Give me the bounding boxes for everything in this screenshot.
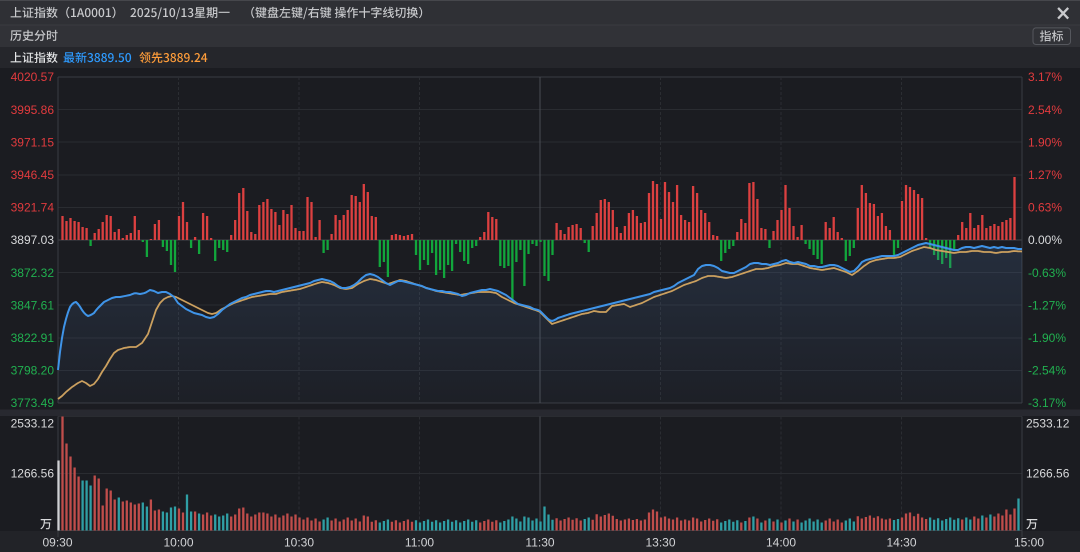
svg-text:-1.90%: -1.90% [1028, 331, 1066, 345]
svg-text:11:00: 11:00 [405, 536, 434, 550]
svg-text:3773.49: 3773.49 [11, 396, 55, 410]
svg-text:1.27%: 1.27% [1028, 168, 1062, 182]
svg-text:2533.12: 2533.12 [1026, 417, 1070, 431]
svg-text:09:30: 09:30 [42, 536, 72, 550]
svg-text:1266.56: 1266.56 [1026, 467, 1070, 481]
svg-text:14:30: 14:30 [886, 536, 916, 550]
svg-text:2.54%: 2.54% [1028, 103, 1062, 117]
svg-text:3798.20: 3798.20 [11, 364, 55, 378]
svg-text:3946.45: 3946.45 [11, 168, 55, 182]
svg-text:15:00: 15:00 [1014, 536, 1044, 550]
svg-text:3822.91: 3822.91 [11, 331, 55, 345]
svg-text:0.00%: 0.00% [1028, 233, 1062, 247]
svg-text:1.90%: 1.90% [1028, 135, 1062, 149]
svg-text:3971.15: 3971.15 [11, 135, 55, 149]
svg-text:0.63%: 0.63% [1028, 201, 1062, 215]
svg-text:11:30: 11:30 [525, 536, 554, 550]
svg-text:3872.32: 3872.32 [11, 266, 55, 280]
svg-text:2533.12: 2533.12 [11, 417, 55, 431]
svg-text:-2.54%: -2.54% [1028, 364, 1066, 378]
svg-text:10:00: 10:00 [163, 536, 193, 550]
svg-text:3921.74: 3921.74 [11, 201, 55, 215]
svg-text:3897.03: 3897.03 [11, 233, 55, 247]
svg-text:-0.63%: -0.63% [1028, 266, 1066, 280]
svg-text:-3.17%: -3.17% [1028, 396, 1066, 410]
svg-text:4020.57: 4020.57 [11, 70, 55, 84]
svg-text:-1.27%: -1.27% [1028, 298, 1066, 312]
svg-text:3.17%: 3.17% [1028, 70, 1062, 84]
svg-text:3995.86: 3995.86 [11, 103, 55, 117]
svg-text:10:30: 10:30 [284, 536, 314, 550]
svg-text:13:30: 13:30 [645, 536, 675, 550]
svg-text:3847.61: 3847.61 [11, 298, 55, 312]
svg-text:14:00: 14:00 [766, 536, 796, 550]
svg-text:1266.56: 1266.56 [11, 467, 55, 481]
